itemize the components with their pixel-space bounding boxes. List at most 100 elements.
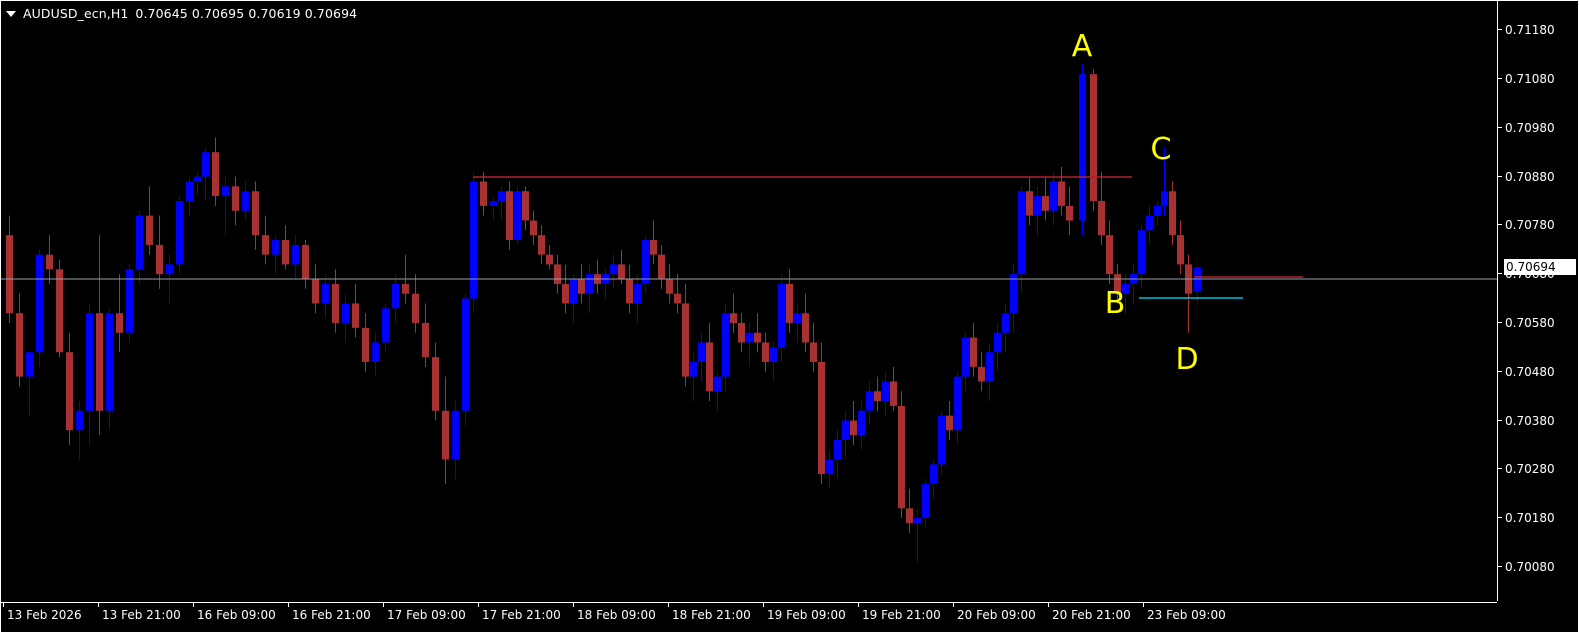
candle: [818, 342, 825, 484]
candle: [202, 147, 209, 201]
candle: [730, 293, 737, 333]
candle: [890, 366, 897, 411]
price-axis[interactable]: 0.71180 0.71080 0.70980 0.70880 0.70780 0.706…: [1497, 1, 1579, 601]
time-tick-label: 18 Feb 21:00: [672, 608, 751, 622]
candle-body: [1058, 181, 1065, 206]
candle-body: [470, 181, 477, 299]
candle: [530, 210, 537, 245]
candle-body: [706, 342, 713, 392]
candle: [794, 303, 801, 343]
price-tick-label: 0.70380: [1505, 413, 1555, 428]
candle: [16, 293, 23, 387]
price-tick-label: 0.70480: [1505, 364, 1555, 379]
candle-body: [866, 391, 873, 411]
candle-body: [674, 293, 681, 304]
candle-body: [874, 391, 881, 401]
time-tick-label: 17 Feb 09:00: [387, 608, 466, 622]
candle-body: [1161, 191, 1168, 206]
candle: [272, 235, 279, 275]
candle: [706, 322, 713, 401]
candle: [658, 244, 665, 289]
candle: [116, 274, 123, 353]
chart-plot-area[interactable]: A C B D: [1, 1, 1497, 601]
candle: [1002, 303, 1009, 353]
price-tick-label: 0.71080: [1505, 72, 1555, 87]
pattern-label-b: B: [1105, 286, 1126, 321]
candle-body: [978, 366, 985, 382]
candle-body: [194, 176, 201, 182]
candle: [866, 381, 873, 426]
candle: [962, 332, 969, 392]
candle: [312, 264, 319, 314]
candle-body: [954, 376, 961, 431]
candle: [914, 508, 921, 562]
candle-body: [342, 303, 349, 323]
candle: [954, 371, 961, 445]
candle-body: [778, 283, 785, 348]
candle-body: [372, 342, 379, 362]
candle: [6, 215, 13, 323]
candle-body: [26, 352, 33, 377]
candle-body: [1122, 283, 1129, 294]
candle-body: [222, 186, 229, 197]
candle-body: [842, 420, 849, 441]
candle-body: [762, 342, 769, 362]
time-tick-label: 20 Feb 09:00: [957, 608, 1036, 622]
candle-body: [682, 303, 689, 377]
candle: [392, 274, 399, 323]
price-tick: 0.70580: [1498, 316, 1579, 330]
price-tick-mark: [1498, 175, 1502, 177]
price-tick-mark: [1498, 321, 1502, 323]
candle: [232, 176, 239, 226]
time-tick-label: 16 Feb 09:00: [197, 608, 276, 622]
candle: [1106, 220, 1113, 284]
candle-body: [422, 322, 429, 358]
candle: [1122, 274, 1129, 314]
candle-body: [746, 332, 753, 343]
candle: [146, 186, 153, 255]
candle: [650, 220, 657, 265]
time-tick-mark: [953, 603, 954, 607]
candle-body: [166, 264, 173, 275]
candle-body: [754, 332, 761, 343]
candle-body: [1018, 191, 1025, 275]
candle: [842, 410, 849, 460]
candle: [546, 244, 553, 270]
candle-body: [506, 191, 513, 241]
time-tick-mark: [288, 603, 289, 607]
candle-body: [538, 235, 545, 255]
price-tick: 0.70780: [1498, 218, 1579, 232]
candle-body: [116, 313, 123, 333]
candle-body: [610, 264, 617, 275]
candle: [570, 274, 577, 323]
candle: [194, 171, 201, 197]
candle: [1130, 264, 1137, 304]
candle: [586, 264, 593, 314]
candle: [562, 264, 569, 314]
candle: [302, 240, 309, 289]
candle-body: [642, 240, 649, 284]
price-tick-label: 0.70580: [1505, 315, 1555, 330]
candle-body: [634, 283, 641, 304]
candle-body: [730, 313, 737, 323]
candle: [156, 215, 163, 289]
triangle-down-icon[interactable]: [6, 10, 16, 17]
candle: [412, 274, 419, 333]
candle: [754, 313, 761, 353]
candle-body: [970, 337, 977, 367]
time-axis[interactable]: 13 Feb 2026 13 Feb 21:00 16 Feb 09:00 16 Fe…: [1, 602, 1497, 633]
candle-body: [714, 376, 721, 392]
candle: [522, 186, 529, 231]
candle-body: [232, 186, 239, 211]
candle-body: [176, 201, 183, 265]
time-tick-mark: [478, 603, 479, 607]
candle-body: [1177, 235, 1184, 265]
time-tick-label: 19 Feb 21:00: [862, 608, 941, 622]
candle-body: [938, 415, 945, 465]
candle-body: [618, 264, 625, 280]
candle: [1154, 201, 1161, 226]
candle-body: [802, 313, 809, 343]
candle-body: [1090, 74, 1097, 201]
price-tick: 0.70480: [1498, 365, 1579, 379]
